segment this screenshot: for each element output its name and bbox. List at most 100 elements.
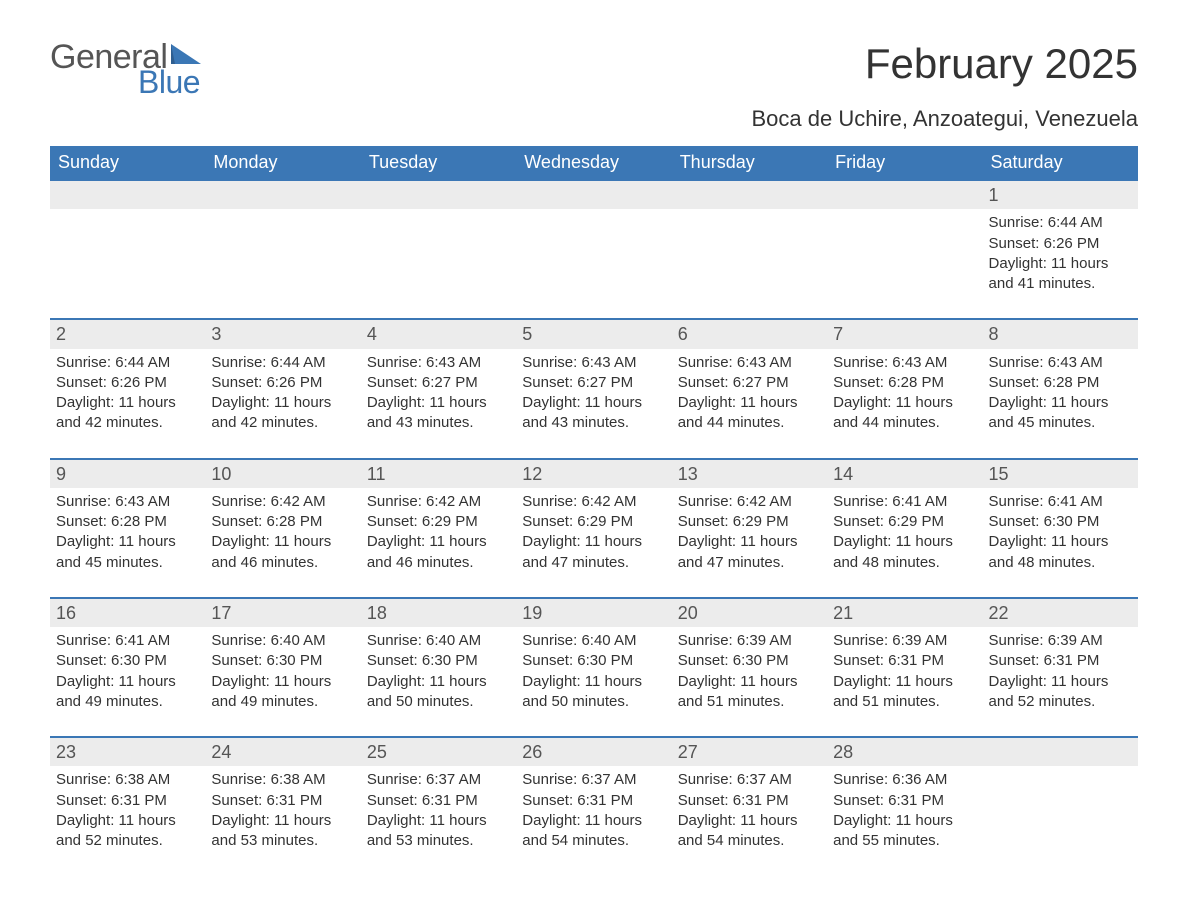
daylight-text: Daylight: 11 hours	[522, 532, 665, 552]
sunrise-text: Sunrise: 6:41 AM	[56, 631, 199, 651]
week-daynum-row: 232425262728	[50, 737, 1138, 766]
day-number-blank	[672, 180, 827, 209]
sunrise-text: Sunrise: 6:36 AM	[833, 770, 976, 790]
sunset-text: Sunset: 6:27 PM	[678, 373, 821, 393]
daylight-text: and 42 minutes.	[56, 413, 199, 433]
daylight-text: and 49 minutes.	[211, 692, 354, 712]
daylight-text: and 53 minutes.	[211, 831, 354, 851]
daylight-text: and 51 minutes.	[678, 692, 821, 712]
day-cell: Sunrise: 6:43 AMSunset: 6:28 PMDaylight:…	[827, 349, 982, 459]
daylight-text: Daylight: 11 hours	[367, 672, 510, 692]
daylight-text: and 45 minutes.	[989, 413, 1132, 433]
day-number: 14	[827, 459, 982, 488]
day-cell: Sunrise: 6:38 AMSunset: 6:31 PMDaylight:…	[50, 766, 205, 876]
sunrise-text: Sunrise: 6:42 AM	[367, 492, 510, 512]
sunrise-text: Sunrise: 6:40 AM	[211, 631, 354, 651]
sunrise-text: Sunrise: 6:43 AM	[367, 353, 510, 373]
day-cell: Sunrise: 6:37 AMSunset: 6:31 PMDaylight:…	[361, 766, 516, 876]
sunset-text: Sunset: 6:29 PM	[367, 512, 510, 532]
sunset-text: Sunset: 6:26 PM	[211, 373, 354, 393]
sunset-text: Sunset: 6:28 PM	[833, 373, 976, 393]
daylight-text: Daylight: 11 hours	[522, 393, 665, 413]
sunrise-text: Sunrise: 6:39 AM	[833, 631, 976, 651]
sunset-text: Sunset: 6:30 PM	[56, 651, 199, 671]
sunset-text: Sunset: 6:31 PM	[833, 651, 976, 671]
daylight-text: Daylight: 11 hours	[367, 532, 510, 552]
day-number-blank	[516, 180, 671, 209]
calendar-table: SundayMondayTuesdayWednesdayThursdayFrid…	[50, 146, 1138, 876]
daylight-text: Daylight: 11 hours	[367, 393, 510, 413]
day-header: Friday	[827, 146, 982, 180]
day-number: 15	[983, 459, 1138, 488]
day-cell: Sunrise: 6:39 AMSunset: 6:31 PMDaylight:…	[983, 627, 1138, 737]
sunset-text: Sunset: 6:30 PM	[678, 651, 821, 671]
day-number: 28	[827, 737, 982, 766]
sunrise-text: Sunrise: 6:39 AM	[989, 631, 1132, 651]
logo-blue-text: Blue	[138, 66, 200, 98]
sunrise-text: Sunrise: 6:43 AM	[833, 353, 976, 373]
sunrise-text: Sunrise: 6:38 AM	[56, 770, 199, 790]
daylight-text: and 46 minutes.	[211, 553, 354, 573]
sunset-text: Sunset: 6:31 PM	[522, 791, 665, 811]
day-cell-blank	[361, 209, 516, 319]
day-number: 9	[50, 459, 205, 488]
daylight-text: and 50 minutes.	[522, 692, 665, 712]
daylight-text: Daylight: 11 hours	[678, 532, 821, 552]
day-number: 6	[672, 319, 827, 348]
day-number: 12	[516, 459, 671, 488]
day-cell: Sunrise: 6:43 AMSunset: 6:28 PMDaylight:…	[50, 488, 205, 598]
daylight-text: Daylight: 11 hours	[989, 672, 1132, 692]
day-cell-blank	[672, 209, 827, 319]
daylight-text: Daylight: 11 hours	[989, 532, 1132, 552]
day-cell: Sunrise: 6:43 AMSunset: 6:27 PMDaylight:…	[361, 349, 516, 459]
daylight-text: Daylight: 11 hours	[989, 393, 1132, 413]
week-daynum-row: 16171819202122	[50, 598, 1138, 627]
week-daynum-row: 9101112131415	[50, 459, 1138, 488]
day-number: 21	[827, 598, 982, 627]
day-header: Thursday	[672, 146, 827, 180]
calendar-body: 1Sunrise: 6:44 AMSunset: 6:26 PMDaylight…	[50, 180, 1138, 876]
daylight-text: Daylight: 11 hours	[522, 811, 665, 831]
daylight-text: Daylight: 11 hours	[833, 532, 976, 552]
sunrise-text: Sunrise: 6:43 AM	[56, 492, 199, 512]
day-cell: Sunrise: 6:40 AMSunset: 6:30 PMDaylight:…	[205, 627, 360, 737]
day-number: 10	[205, 459, 360, 488]
day-cell: Sunrise: 6:43 AMSunset: 6:27 PMDaylight:…	[672, 349, 827, 459]
daylight-text: and 44 minutes.	[678, 413, 821, 433]
day-header: Sunday	[50, 146, 205, 180]
sunrise-text: Sunrise: 6:44 AM	[989, 213, 1132, 233]
day-header: Tuesday	[361, 146, 516, 180]
sunset-text: Sunset: 6:28 PM	[56, 512, 199, 532]
daylight-text: and 43 minutes.	[367, 413, 510, 433]
daylight-text: Daylight: 11 hours	[211, 532, 354, 552]
daylight-text: and 52 minutes.	[56, 831, 199, 851]
sunrise-text: Sunrise: 6:42 AM	[522, 492, 665, 512]
week-content-row: Sunrise: 6:43 AMSunset: 6:28 PM Daylight:…	[50, 488, 1138, 598]
daylight-text: and 43 minutes.	[522, 413, 665, 433]
day-cell: Sunrise: 6:39 AMSunset: 6:31 PMDaylight:…	[827, 627, 982, 737]
daylight-text: Daylight: 11 hours	[56, 811, 199, 831]
day-number: 22	[983, 598, 1138, 627]
sunrise-text: Sunrise: 6:43 AM	[989, 353, 1132, 373]
daylight-text: and 52 minutes.	[989, 692, 1132, 712]
sunrise-text: Sunrise: 6:40 AM	[522, 631, 665, 651]
day-cell: Sunrise: 6:37 AMSunset: 6:31 PMDaylight:…	[516, 766, 671, 876]
week-content-row: Sunrise: 6:44 AMSunset: 6:26 PMDaylight:…	[50, 349, 1138, 459]
sunset-text: Sunset: 6:30 PM	[522, 651, 665, 671]
day-header: Monday	[205, 146, 360, 180]
day-cell: Sunrise: 6:41 AMSunset: 6:30 PMDaylight:…	[983, 488, 1138, 598]
daylight-text: Daylight: 11 hours	[367, 811, 510, 831]
day-header: Saturday	[983, 146, 1138, 180]
sunset-text: Sunset: 6:27 PM	[367, 373, 510, 393]
day-number-blank	[205, 180, 360, 209]
day-cell: Sunrise: 6:41 AMSunset: 6:29 PMDaylight:…	[827, 488, 982, 598]
day-number: 16	[50, 598, 205, 627]
day-number: 11	[361, 459, 516, 488]
sunrise-text: Sunrise: 6:37 AM	[522, 770, 665, 790]
daylight-text: and 48 minutes.	[833, 553, 976, 573]
sunset-text: Sunset: 6:29 PM	[833, 512, 976, 532]
daylight-text: Daylight: 11 hours	[989, 254, 1132, 274]
daylight-text: Daylight: 11 hours	[833, 672, 976, 692]
day-header-row: SundayMondayTuesdayWednesdayThursdayFrid…	[50, 146, 1138, 180]
daylight-text: and 49 minutes.	[56, 692, 199, 712]
